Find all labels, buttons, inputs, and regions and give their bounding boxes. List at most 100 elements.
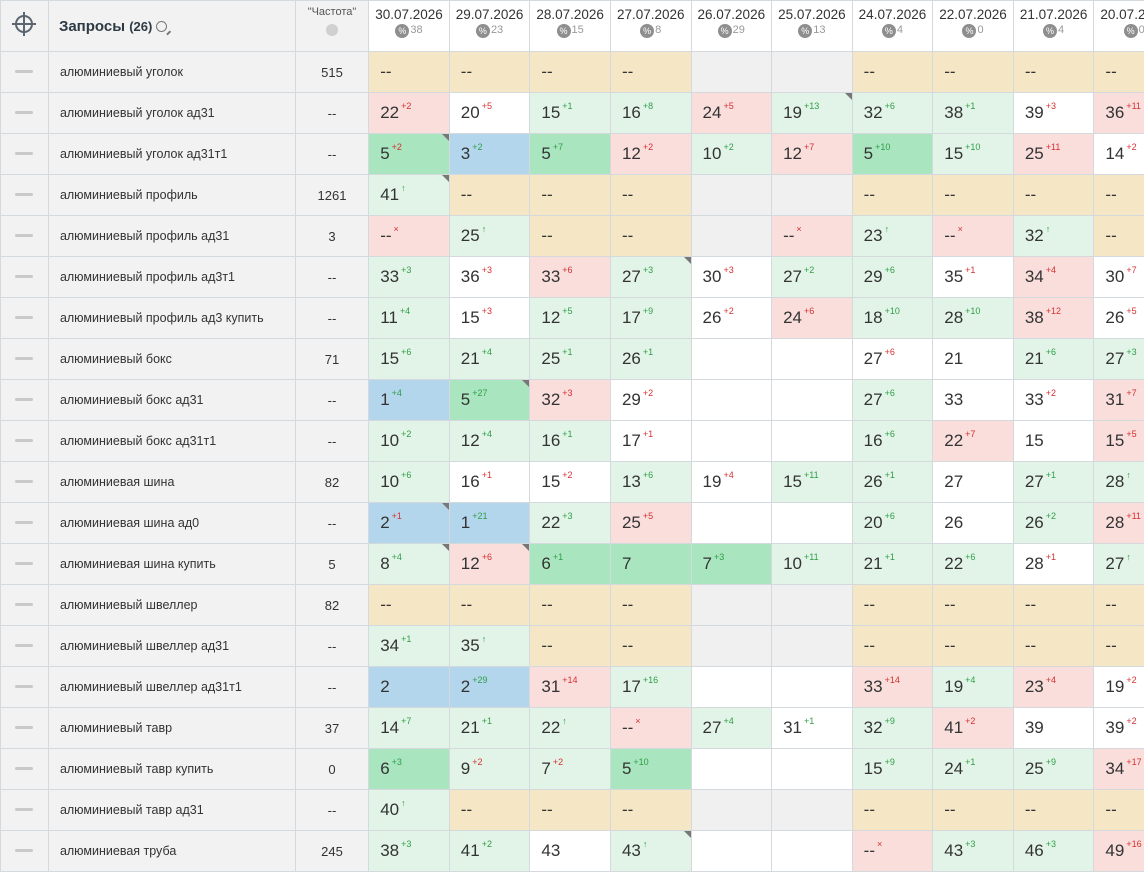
minus-icon[interactable] bbox=[15, 603, 33, 606]
position-cell[interactable]: 21+1 bbox=[449, 708, 530, 749]
note-corner-icon[interactable] bbox=[522, 380, 529, 387]
position-cell[interactable]: -- bbox=[852, 175, 933, 216]
position-cell[interactable]: 7+3 bbox=[691, 544, 772, 585]
position-cell[interactable]: 16+1 bbox=[449, 462, 530, 503]
position-cell[interactable]: 16+6 bbox=[852, 421, 933, 462]
position-cell[interactable]: 41↑ bbox=[369, 175, 450, 216]
position-cell[interactable]: 21+1 bbox=[852, 544, 933, 585]
position-cell[interactable]: 35+1 bbox=[933, 257, 1014, 298]
position-cell[interactable]: 5+27 bbox=[449, 380, 530, 421]
position-cell[interactable]: 9+2 bbox=[449, 749, 530, 790]
note-corner-icon[interactable] bbox=[845, 93, 852, 100]
percent-icon[interactable]: % bbox=[962, 24, 976, 38]
row-handle-cell[interactable] bbox=[1, 339, 49, 380]
position-cell[interactable]: 15+10 bbox=[933, 134, 1014, 175]
position-cell[interactable]: -- bbox=[530, 790, 611, 831]
position-cell[interactable]: 40↑ bbox=[369, 790, 450, 831]
position-cell[interactable]: -- bbox=[449, 790, 530, 831]
position-cell[interactable]: 38+12 bbox=[1013, 298, 1094, 339]
position-cell[interactable]: 25↑ bbox=[449, 216, 530, 257]
position-cell[interactable]: 33+3 bbox=[369, 257, 450, 298]
position-cell[interactable]: 39 bbox=[1013, 708, 1094, 749]
position-cell[interactable]: 27+2 bbox=[772, 257, 853, 298]
position-cell[interactable]: 5+10 bbox=[610, 749, 691, 790]
position-cell[interactable]: 27+3 bbox=[610, 257, 691, 298]
position-cell[interactable]: 30+3 bbox=[691, 257, 772, 298]
position-cell[interactable]: 12+5 bbox=[530, 298, 611, 339]
row-handle-cell[interactable] bbox=[1, 626, 49, 667]
note-corner-icon[interactable] bbox=[442, 503, 449, 510]
position-cell[interactable]: 25+5 bbox=[610, 503, 691, 544]
position-cell[interactable]: 15+9 bbox=[852, 749, 933, 790]
query-cell[interactable]: алюминиевый профиль ад3т1 bbox=[48, 257, 295, 298]
minus-icon[interactable] bbox=[15, 562, 33, 565]
note-corner-icon[interactable] bbox=[442, 175, 449, 182]
position-cell[interactable]: 27 bbox=[933, 462, 1014, 503]
query-cell[interactable]: алюминиевый бокс bbox=[48, 339, 295, 380]
row-handle-cell[interactable] bbox=[1, 749, 49, 790]
position-cell[interactable]: 14+2 bbox=[1094, 134, 1144, 175]
position-cell[interactable]: 30+7 bbox=[1094, 257, 1144, 298]
position-cell[interactable]: -- bbox=[530, 52, 611, 93]
position-cell[interactable]: 36+11 bbox=[1094, 93, 1144, 134]
position-cell[interactable]: -- bbox=[1094, 790, 1144, 831]
position-cell[interactable]: 41+2 bbox=[449, 831, 530, 872]
search-icon[interactable] bbox=[156, 21, 167, 32]
position-cell[interactable]: 31+7 bbox=[1094, 380, 1144, 421]
percent-icon[interactable]: % bbox=[1124, 24, 1138, 38]
position-cell[interactable]: 12+4 bbox=[449, 421, 530, 462]
position-cell[interactable]: -- bbox=[1094, 585, 1144, 626]
query-cell[interactable]: алюминиевый бокс ад31т1 bbox=[48, 421, 295, 462]
position-cell[interactable] bbox=[772, 52, 853, 93]
position-cell[interactable]: 22+7 bbox=[933, 421, 1014, 462]
minus-icon[interactable] bbox=[15, 234, 33, 237]
position-cell[interactable]: 15 bbox=[1013, 421, 1094, 462]
minus-icon[interactable] bbox=[15, 357, 33, 360]
position-cell[interactable]: -- bbox=[852, 626, 933, 667]
position-cell[interactable]: 15+1 bbox=[530, 93, 611, 134]
minus-icon[interactable] bbox=[15, 849, 33, 852]
position-cell[interactable]: -- bbox=[933, 790, 1014, 831]
position-cell[interactable]: 10+11 bbox=[772, 544, 853, 585]
position-cell[interactable] bbox=[691, 667, 772, 708]
position-cell[interactable]: 2+1 bbox=[369, 503, 450, 544]
position-cell[interactable]: 28+1 bbox=[1013, 544, 1094, 585]
position-cell[interactable]: 25+11 bbox=[1013, 134, 1094, 175]
position-cell[interactable]: 34+17 bbox=[1094, 749, 1144, 790]
position-cell[interactable]: 27+3 bbox=[1094, 339, 1144, 380]
date-column-header[interactable]: 21.07.2026%4 bbox=[1013, 1, 1094, 52]
query-cell[interactable]: алюминиевый швеллер ад31 bbox=[48, 626, 295, 667]
position-cell[interactable]: 26+5 bbox=[1094, 298, 1144, 339]
note-corner-icon[interactable] bbox=[442, 134, 449, 141]
row-handle-cell[interactable] bbox=[1, 585, 49, 626]
position-cell[interactable]: 22+6 bbox=[933, 544, 1014, 585]
position-cell[interactable]: -- bbox=[1013, 790, 1094, 831]
row-handle-cell[interactable] bbox=[1, 462, 49, 503]
note-corner-icon[interactable] bbox=[522, 544, 529, 551]
date-column-header[interactable]: 30.07.2026%38 bbox=[369, 1, 450, 52]
query-cell[interactable]: алюминиевый швеллер bbox=[48, 585, 295, 626]
percent-icon[interactable]: % bbox=[718, 24, 732, 38]
position-cell[interactable]: 26 bbox=[933, 503, 1014, 544]
position-cell[interactable]: 17+9 bbox=[610, 298, 691, 339]
row-handle-cell[interactable] bbox=[1, 257, 49, 298]
position-cell[interactable]: 21+4 bbox=[449, 339, 530, 380]
position-cell[interactable] bbox=[772, 380, 853, 421]
query-cell[interactable]: алюминиевый тавр bbox=[48, 708, 295, 749]
position-cell[interactable]: 24+1 bbox=[933, 749, 1014, 790]
minus-icon[interactable] bbox=[15, 398, 33, 401]
position-cell[interactable]: -- bbox=[1013, 626, 1094, 667]
minus-icon[interactable] bbox=[15, 70, 33, 73]
position-cell[interactable]: 26+2 bbox=[1013, 503, 1094, 544]
minus-icon[interactable] bbox=[15, 767, 33, 770]
minus-icon[interactable] bbox=[15, 111, 33, 114]
position-cell[interactable]: 2 bbox=[369, 667, 450, 708]
position-cell[interactable]: 31+1 bbox=[772, 708, 853, 749]
query-cell[interactable]: алюминиевая труба bbox=[48, 831, 295, 872]
position-cell[interactable]: 32↑ bbox=[1013, 216, 1094, 257]
position-cell[interactable]: 28+10 bbox=[933, 298, 1014, 339]
position-cell[interactable]: -- bbox=[610, 52, 691, 93]
frequency-header[interactable]: "Частота" bbox=[295, 1, 368, 52]
position-cell[interactable]: 38+3 bbox=[369, 831, 450, 872]
position-cell[interactable]: 16+1 bbox=[530, 421, 611, 462]
